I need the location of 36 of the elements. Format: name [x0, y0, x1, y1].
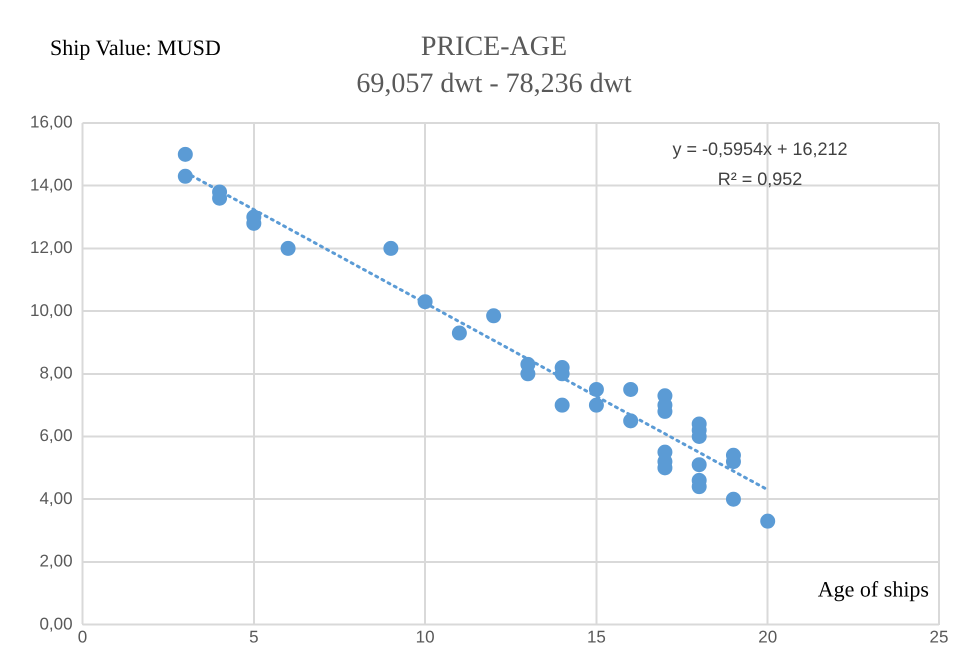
x-tick-label: 25	[930, 627, 948, 646]
y-tick-label: 12,00	[30, 238, 73, 258]
y-axis-title: Ship Value: MUSD	[50, 35, 221, 60]
point	[178, 146, 193, 162]
point	[588, 398, 604, 413]
x-tick-label: 15	[586, 627, 606, 646]
y-tick-label: 10,00	[30, 300, 73, 320]
y-tick-label: 0,00	[39, 614, 73, 634]
point	[588, 382, 604, 397]
point	[623, 413, 638, 428]
y-tick-label: 4,00	[39, 488, 73, 508]
annotation: y = -0,5954x + 16,212	[672, 139, 848, 159]
y-tick-label: 6,00	[39, 426, 73, 446]
point	[452, 326, 467, 341]
point	[418, 294, 433, 310]
point	[726, 492, 741, 507]
y-tick-label: 16,00	[30, 112, 73, 132]
y-tick-label: 2,00	[39, 552, 73, 571]
annotation: R² = 0,952	[718, 169, 802, 189]
x-axis-title: Age of ships	[818, 576, 929, 602]
chart-subtitle: 69,057 dwt - 78,236 dwt	[356, 68, 632, 99]
point	[178, 168, 193, 184]
x-tick-label: 0	[78, 627, 88, 646]
x-tick-label: 10	[416, 627, 435, 646]
x-tick-label: 20	[758, 627, 778, 646]
y-tick-label: 8,00	[39, 363, 73, 382]
point	[760, 514, 776, 529]
point	[623, 382, 638, 397]
x-tick-label: 5	[249, 627, 259, 646]
y-tick-label: 14,00	[30, 175, 73, 194]
point	[383, 240, 398, 256]
point	[692, 457, 707, 472]
chart-title: PRICE-AGE	[420, 31, 568, 62]
point	[280, 240, 296, 256]
point	[486, 308, 502, 324]
point	[554, 398, 570, 413]
